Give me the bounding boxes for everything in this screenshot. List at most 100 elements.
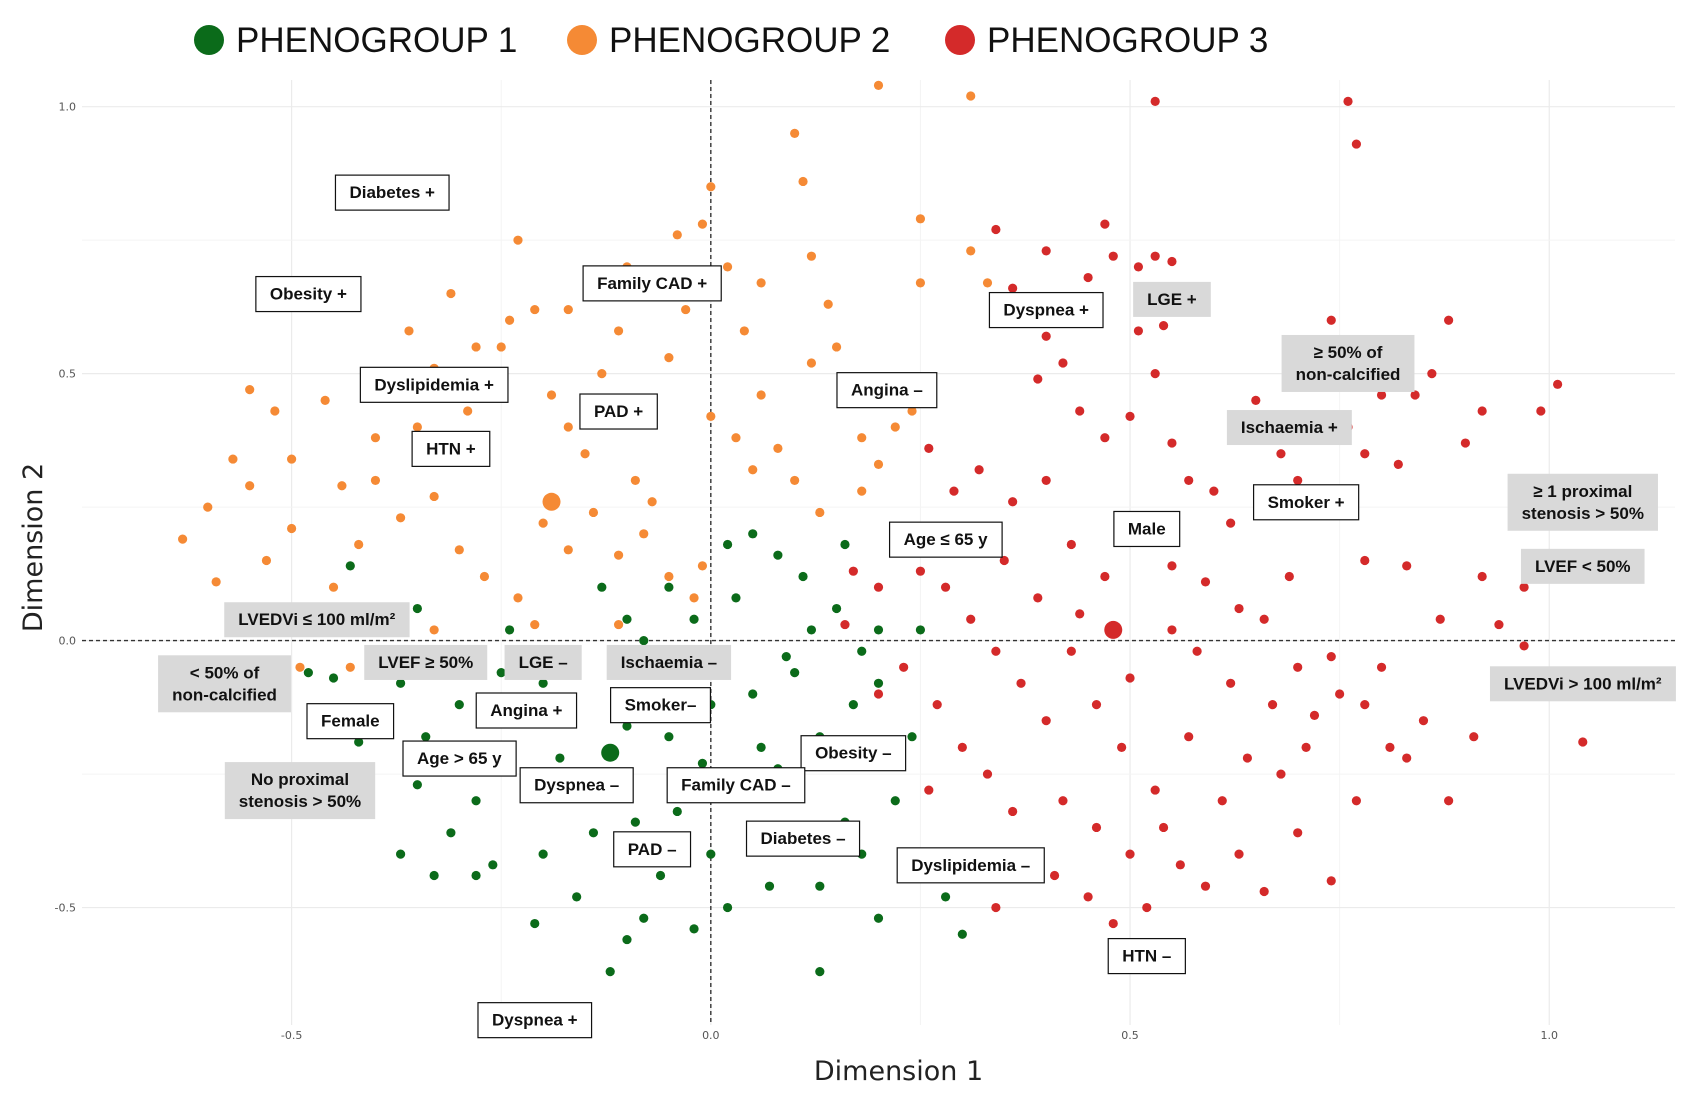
data-point <box>706 182 716 192</box>
label-box <box>477 1002 593 1039</box>
data-point <box>1008 283 1018 293</box>
data-point <box>354 737 364 747</box>
data-point <box>915 214 926 224</box>
data-point <box>831 342 842 352</box>
label-age-gt-65: Age > 65 y <box>402 740 517 777</box>
data-point <box>764 881 775 891</box>
label-text: Family CAD + <box>597 274 707 293</box>
data-point <box>907 732 917 742</box>
label-ischaemia-minus: Ischaemia – <box>606 644 732 680</box>
data-point <box>915 625 926 635</box>
data-point <box>689 924 699 934</box>
data-point <box>412 422 422 432</box>
label-box <box>402 740 517 777</box>
label-diabetes-plus: Diabetes + <box>334 174 450 211</box>
data-point <box>1360 449 1370 459</box>
legend-item-2: PHENOGROUP 2 <box>567 21 890 60</box>
annotation-labels: Diabetes + Obesity + Family CAD + Dyslipide… <box>158 174 1676 1039</box>
data-point <box>597 369 607 379</box>
label-smoker-plus: Smoker + <box>1252 484 1360 521</box>
label-box <box>1281 334 1415 392</box>
label-dyspnea-plus-top: Dyspnea + <box>988 291 1104 329</box>
data-point <box>999 555 1009 566</box>
data-point <box>1301 742 1311 752</box>
data-point <box>790 668 800 678</box>
data-point <box>639 913 649 923</box>
data-point <box>1158 320 1169 331</box>
data-point <box>1041 716 1051 726</box>
data-point <box>857 433 867 443</box>
data-point <box>1167 561 1177 571</box>
legend-marker <box>945 25 975 55</box>
data-point <box>421 732 431 742</box>
label-obesity-plus: Obesity + <box>255 275 362 313</box>
data-point <box>873 913 884 923</box>
label-htn-plus: HTN + <box>411 430 491 467</box>
data-point <box>672 806 682 817</box>
series-3 <box>840 96 1588 929</box>
data-point <box>1251 395 1261 405</box>
y-tick-label: 0.5 <box>59 368 77 381</box>
data-point <box>915 278 926 288</box>
data-point <box>1343 96 1353 106</box>
data-point <box>370 433 381 443</box>
label-box <box>519 767 634 804</box>
data-point <box>345 662 355 672</box>
data-point <box>873 625 884 635</box>
data-point <box>1041 331 1051 341</box>
label-text: PAD + <box>594 402 643 421</box>
data-point <box>287 454 297 464</box>
label-box <box>1133 281 1211 317</box>
label-smoker-minus: Smoker– <box>609 687 712 724</box>
data-point <box>588 507 599 518</box>
label-non-calcified-50-plus: ≥ 50% of non-calcified <box>1281 334 1415 392</box>
data-point <box>1100 219 1110 229</box>
data-point <box>831 603 842 614</box>
label-text: Female <box>321 712 380 731</box>
data-point <box>1100 571 1110 582</box>
data-point <box>664 353 674 363</box>
label-box <box>666 767 806 804</box>
data-point <box>890 796 900 806</box>
data-point <box>907 406 917 416</box>
data-point <box>949 486 959 496</box>
axis-ticks: -0.5 0.0 0.5 1.0 -0.5 0.0 0.5 1.0 <box>55 101 1558 1042</box>
data-point <box>1284 571 1294 582</box>
data-point <box>1058 796 1068 806</box>
label-text: PAD – <box>628 840 677 859</box>
data-point <box>664 571 674 582</box>
label-non-calcified-50-minus: < 50% of non-calcified <box>158 655 291 713</box>
data-point <box>697 758 708 768</box>
data-point <box>1276 769 1286 779</box>
data-point <box>798 176 808 187</box>
data-point <box>370 475 381 486</box>
label-box <box>896 847 1045 884</box>
data-point <box>295 662 305 672</box>
data-point <box>622 614 632 624</box>
label-text: Ischaemia + <box>1241 418 1338 437</box>
data-point <box>245 481 255 491</box>
data-point <box>815 881 825 891</box>
label-box <box>609 687 712 724</box>
data-point <box>664 732 674 742</box>
data-point <box>504 625 515 635</box>
data-point <box>530 304 540 315</box>
data-point <box>1444 315 1454 325</box>
x-axis-title: Dimension 1 <box>814 1056 983 1087</box>
legend-label: PHENOGROUP 1 <box>236 21 517 60</box>
data-point <box>722 262 733 272</box>
data-point <box>664 582 674 592</box>
data-point <box>1083 272 1093 283</box>
legend-marker <box>194 25 224 55</box>
label-dyslipidemia-plus: Dyslipidemia + <box>359 366 509 403</box>
label-box <box>224 602 410 638</box>
data-point <box>572 892 582 902</box>
data-point <box>748 529 758 539</box>
data-point <box>689 593 699 603</box>
data-point <box>1444 796 1454 806</box>
data-point <box>773 443 783 453</box>
label-obesity-minus: Obesity – <box>800 735 907 772</box>
data-point <box>261 555 272 566</box>
legend-item-1: PHENOGROUP 1 <box>194 21 517 60</box>
